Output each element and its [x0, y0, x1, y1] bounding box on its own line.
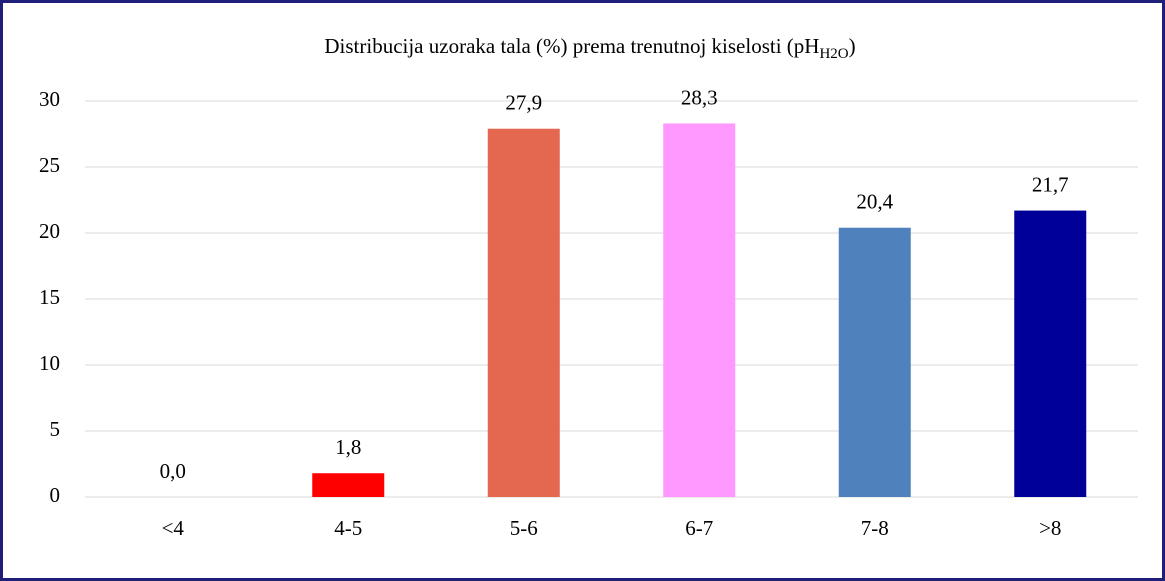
y-tick-label: 25	[39, 153, 60, 177]
value-label: 28,3	[681, 85, 718, 109]
chart-title: Distribucija uzoraka tala (%) prema tren…	[324, 34, 855, 63]
title-suffix: )	[849, 34, 856, 58]
value-label: 21,7	[1032, 172, 1069, 196]
value-label: 0,0	[160, 459, 186, 483]
title-subscript: H2O	[819, 46, 848, 62]
y-tick-label: 15	[39, 285, 60, 309]
value-label: 1,8	[335, 435, 361, 459]
y-tick-label: 0	[50, 483, 61, 507]
title-main: Distribucija uzoraka tala (%) prema tren…	[324, 34, 819, 58]
x-tick-label: 6-7	[685, 516, 713, 540]
x-tick-label: 4-5	[334, 516, 362, 540]
value-label: 20,4	[856, 190, 893, 214]
bar	[663, 123, 736, 497]
y-tick-label: 20	[39, 219, 60, 243]
value-label: 27,9	[505, 91, 542, 115]
x-tick-label: <4	[162, 516, 185, 540]
y-tick-label: 30	[39, 87, 60, 111]
y-tick-label: 10	[39, 351, 60, 375]
y-tick-label: 5	[50, 417, 61, 441]
bar	[1014, 210, 1087, 497]
bar	[838, 227, 911, 497]
x-tick-label: 7-8	[861, 516, 889, 540]
bar	[487, 128, 560, 497]
bar	[312, 473, 385, 497]
x-tick-label: >8	[1039, 516, 1061, 540]
x-tick-label: 5-6	[510, 516, 538, 540]
